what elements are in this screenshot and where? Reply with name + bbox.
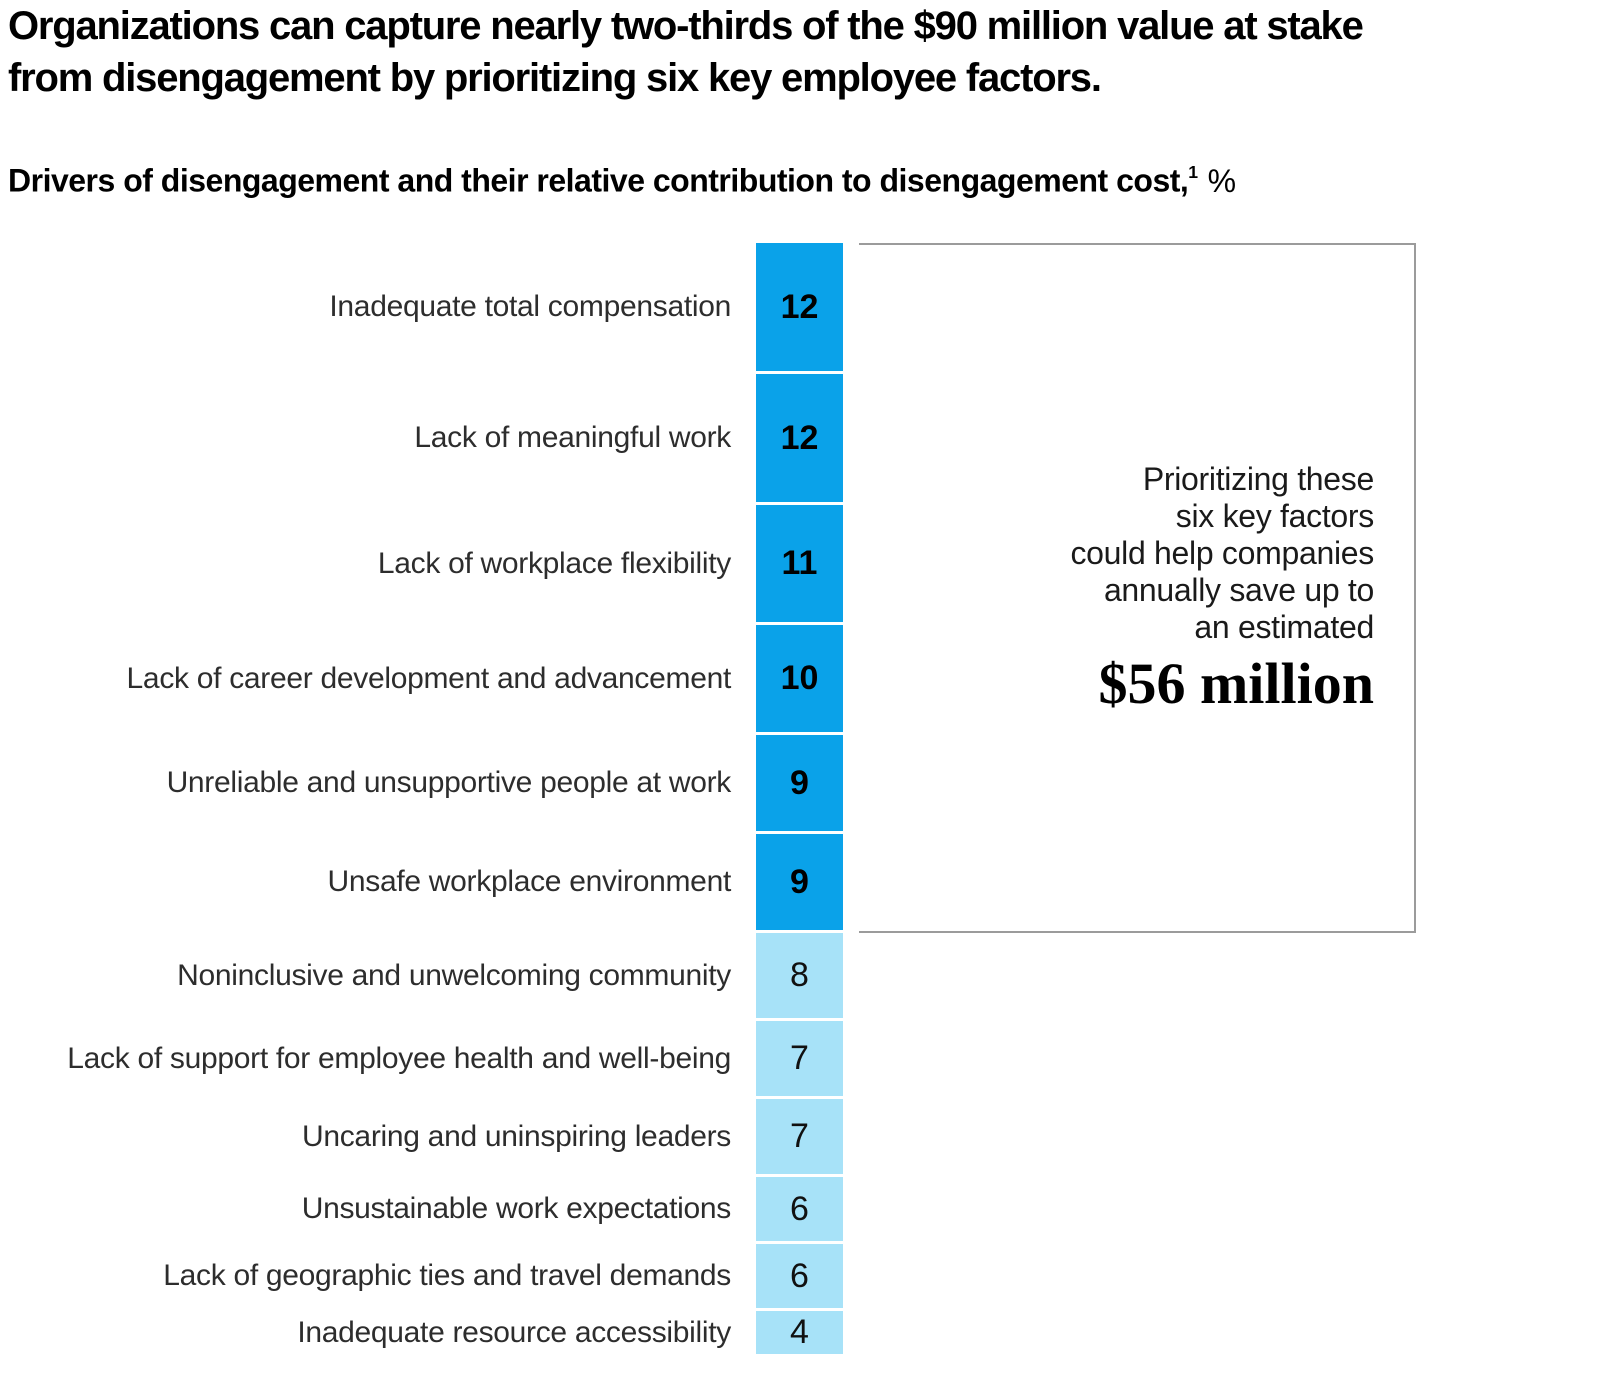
- bar-chart: Inadequate total compensation 12 Lack of m…: [0, 243, 1600, 1358]
- bar-segment: 7: [756, 1099, 843, 1174]
- bar-value: 10: [780, 659, 819, 697]
- bar-value: 6: [790, 1189, 809, 1228]
- bar-segment: 8: [756, 933, 843, 1018]
- bar-value: 9: [790, 763, 809, 802]
- bar-segment: 12: [756, 374, 843, 502]
- row-label: Lack of support for employee health and …: [67, 1041, 731, 1075]
- bar-value: 12: [780, 287, 819, 326]
- bar-segment: 9: [756, 735, 843, 831]
- bar-segment: 9: [756, 834, 843, 930]
- page-title: Organizations can capture nearly two-thi…: [8, 4, 1364, 100]
- bar-segment: 7: [756, 1021, 843, 1096]
- row-label: Lack of geographic ties and travel deman…: [163, 1259, 731, 1292]
- bar-value: 12: [780, 418, 819, 457]
- bar-value: 4: [790, 1313, 809, 1351]
- bar-value: 7: [790, 1039, 809, 1077]
- bar-segment: 10: [756, 625, 843, 732]
- row-label: Unsafe workplace environment: [327, 865, 732, 898]
- bar-segment: 4: [756, 1311, 843, 1354]
- footnote-marker: 1: [1188, 162, 1198, 183]
- bar-value: 8: [790, 956, 809, 994]
- chart-subtitle-text: Drivers of disengagement and their relat…: [8, 162, 1189, 199]
- row-label: Inadequate total compensation: [329, 290, 731, 323]
- callout-text: Prioritizing these six key factors could…: [1070, 460, 1374, 645]
- chart-unit-label: %: [1207, 162, 1237, 199]
- bar-segment: 12: [756, 243, 843, 371]
- row-label: Inadequate resource accessibility: [297, 1315, 731, 1349]
- bar-value: 11: [781, 544, 818, 582]
- bar-segment: 6: [756, 1177, 843, 1241]
- row-label: Unsustainable work expectations: [301, 1192, 732, 1225]
- row-label: Unreliable and unsupportive people at wo…: [166, 766, 732, 799]
- callout-amount: $56 million: [1098, 650, 1374, 716]
- bar-value: 9: [790, 862, 809, 901]
- bar-value: 6: [790, 1256, 809, 1295]
- chart-subtitle: Drivers of disengagement and their relat…: [8, 154, 1236, 201]
- row-label: Uncaring and uninspiring leaders: [301, 1119, 731, 1153]
- callout-box: Prioritizing these six key factors could…: [859, 243, 1416, 933]
- row-label: Lack of workplace flexibility: [377, 546, 731, 580]
- row-label: Noninclusive and unwelcoming community: [177, 958, 731, 992]
- bar-segment: 11: [756, 505, 843, 622]
- bar-value: 7: [790, 1117, 809, 1155]
- bar-segment: 6: [756, 1244, 843, 1308]
- row-label: Lack of meaningful work: [414, 421, 731, 454]
- row-label: Lack of career development and advanceme…: [126, 661, 732, 695]
